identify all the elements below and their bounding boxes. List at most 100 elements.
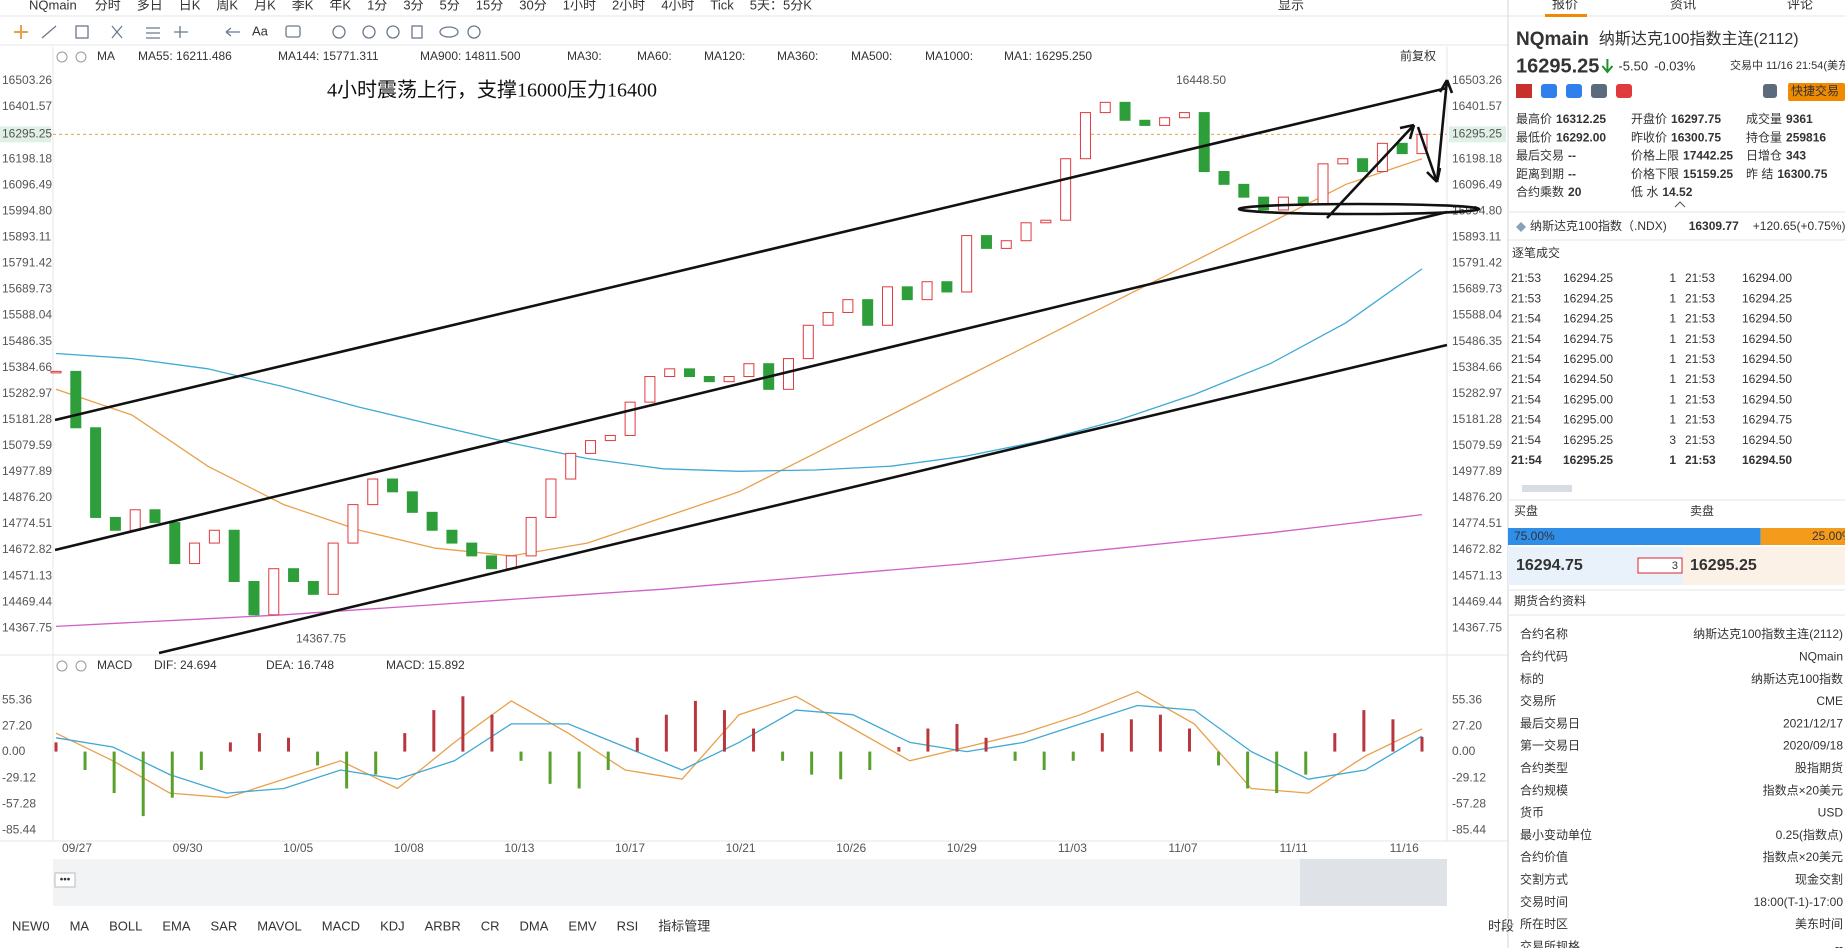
view-tool-icon[interactable] [439, 26, 459, 38]
support-ellipse [1237, 202, 1481, 216]
y-tick-label: -85.44 [1452, 823, 1486, 837]
period-tab[interactable]: 30分 [519, 0, 546, 12]
period-tab[interactable]: 1小时 [563, 0, 596, 12]
quick-trade-label[interactable]: 快捷交易 [1791, 83, 1839, 98]
period-tab[interactable]: 多日 [137, 0, 163, 12]
collapse-caret[interactable] [1674, 201, 1686, 208]
spread: 3 [1672, 560, 1678, 572]
period-tab[interactable]: 5天：5分K [750, 0, 812, 12]
shape-tool-icon[interactable] [75, 25, 89, 39]
last-price-box [0, 126, 51, 143]
macd-bar [257, 733, 261, 752]
close-icon[interactable] [75, 660, 87, 672]
symbol-icons[interactable] [1516, 83, 1845, 101]
period-tab[interactable]: 年K [329, 0, 351, 12]
navigator-button[interactable] [54, 872, 76, 888]
note-tool-icon[interactable] [285, 25, 301, 38]
period-tab[interactable]: 2小时 [612, 0, 645, 12]
close-icon[interactable] [75, 51, 87, 63]
indicator-tab[interactable]: MAVOL [257, 918, 302, 933]
period-tab[interactable]: 周K [216, 0, 238, 12]
y-tick-label: 14977.89 [1452, 464, 1502, 478]
info-label: 合约代码 [1520, 648, 1568, 663]
period-tab[interactable]: 5分 [440, 0, 460, 12]
alert-icon[interactable] [1763, 84, 1777, 98]
navigator[interactable] [53, 859, 1447, 906]
indicator-tab[interactable]: ARBR [425, 918, 461, 933]
settings-icon[interactable] [56, 51, 68, 63]
adjust-toggle[interactable]: 前复权 [1400, 48, 1436, 63]
fib-tool-icon[interactable] [111, 25, 123, 39]
indicator-tab[interactable]: BOLL [109, 918, 142, 933]
panel-tab[interactable]: 评论 [1787, 0, 1813, 11]
legend-settings[interactable] [56, 51, 87, 672]
feature-icon[interactable] [1566, 84, 1582, 98]
indicator-tab[interactable]: 指标管理 [658, 918, 710, 933]
index-name[interactable]: 纳斯达克100指数（.NDX) [1530, 218, 1667, 233]
y-tick-label: 14367.75 [2, 620, 52, 634]
hide-tool-icon[interactable] [386, 25, 400, 39]
y-tick-label: 15588.04 [2, 308, 52, 322]
favorite-icon[interactable] [1616, 84, 1632, 98]
channel-tool-icon[interactable] [146, 27, 160, 39]
line-tool-icon[interactable] [41, 25, 57, 39]
index-icon [1516, 222, 1526, 232]
navigator-window[interactable] [1300, 859, 1447, 906]
crosshair-icon[interactable] [14, 25, 28, 39]
period-tab[interactable]: 1分 [367, 0, 387, 12]
range-button[interactable]: 时段 [1488, 918, 1514, 933]
info-label: 合约类型 [1520, 760, 1568, 775]
period-tab[interactable]: 季K [292, 0, 314, 12]
display-menu[interactable]: 显示 [1278, 0, 1304, 12]
indicator-tab[interactable]: MA [70, 918, 90, 933]
text-tool[interactable]: Aa [252, 23, 269, 38]
symbol-tab[interactable]: NQmain [29, 0, 77, 12]
indicator-tab[interactable]: EMA [162, 918, 191, 933]
candle [1178, 112, 1190, 119]
feature-icon[interactable] [1541, 84, 1557, 98]
magnet-tool-icon[interactable] [332, 25, 346, 39]
period-tab[interactable]: 4小时 [661, 0, 694, 12]
period-tab[interactable]: 月K [254, 0, 276, 12]
macd-bar [548, 751, 552, 784]
panel-tab[interactable]: 资讯 [1670, 0, 1696, 11]
arrow-tool-icon[interactable] [225, 27, 240, 37]
flag-icon[interactable] [1516, 84, 1532, 98]
candle [1020, 222, 1032, 242]
quick-trade-button[interactable] [1788, 83, 1845, 101]
period-tab[interactable]: 3分 [403, 0, 423, 12]
delete-tool-icon[interactable] [411, 25, 423, 39]
feature-icon[interactable] [1591, 84, 1607, 98]
panel-tab[interactable]: 报价 [1552, 0, 1578, 11]
legend-item: MA144: 15771.311 [278, 49, 379, 63]
drawing-tools[interactable] [14, 25, 481, 39]
indicator-tab[interactable]: KDJ [380, 918, 405, 933]
indicator-tab[interactable]: CR [481, 918, 500, 933]
x-tick-label: 10/29 [947, 841, 977, 855]
indicator-tab[interactable]: DMA [520, 918, 549, 933]
period-tab[interactable]: 分时 [95, 0, 121, 12]
settings-tool-icon[interactable] [467, 25, 481, 39]
indicator-tab[interactable]: NEW0 [12, 918, 50, 933]
info-label: 合约价值 [1520, 849, 1568, 864]
indicator-tab[interactable]: MACD [322, 918, 360, 933]
indicator-tab[interactable]: SAR [210, 918, 237, 933]
info-value: 2021/12/17 [1783, 716, 1843, 730]
indicator-tab[interactable]: RSI [617, 918, 639, 933]
period-tab[interactable]: 日K [179, 0, 201, 12]
macd-bar [1275, 751, 1279, 794]
candle [1099, 101, 1111, 114]
info-value: 0.25(指数点) [1776, 827, 1843, 842]
settings-icon[interactable] [56, 660, 68, 672]
indicator-tab[interactable]: EMV [568, 918, 597, 933]
measure-tool-icon[interactable] [174, 26, 188, 38]
navigator-dots[interactable]: ••• [60, 875, 71, 886]
price-change: -5.50 [1618, 58, 1648, 73]
period-tab[interactable]: Tick [710, 0, 734, 12]
lock-tool-icon[interactable] [362, 25, 376, 39]
period-tab[interactable]: 15分 [476, 0, 503, 12]
candle [842, 299, 854, 313]
info-value: 股指期货 [1795, 760, 1843, 775]
scroll-thumb[interactable] [1522, 485, 1572, 492]
trade-cell: 21:54 [1511, 413, 1541, 427]
